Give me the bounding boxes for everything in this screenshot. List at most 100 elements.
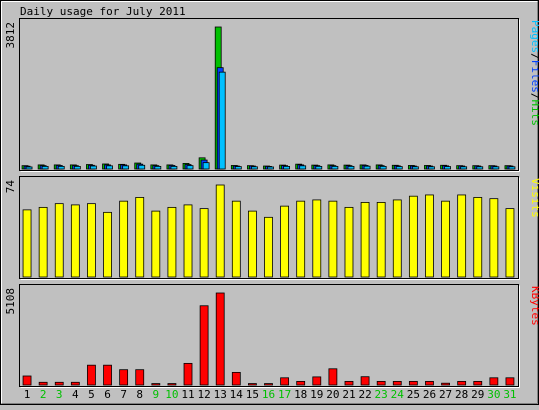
bar-visits-7	[119, 200, 129, 278]
bar-visits-17	[280, 205, 289, 278]
bar-visits-10	[167, 206, 177, 278]
bar-visits-27	[441, 200, 450, 278]
bar-kbytes-27	[441, 382, 450, 386]
bar-kbytes-5	[87, 364, 96, 386]
bar-pages-10	[170, 165, 178, 170]
bar-visits-3	[54, 203, 64, 278]
legend-part-visits-0: Visits	[529, 178, 539, 218]
bar-pages-17	[283, 165, 290, 170]
bar-pages-26	[428, 166, 435, 170]
x-tick-label-31: 31	[503, 388, 516, 401]
bar-pages-3	[57, 165, 65, 170]
bar-visits-1	[22, 209, 32, 278]
bar-visits-24	[392, 199, 402, 278]
bar-visits-2	[38, 206, 48, 278]
x-tick-label-21: 21	[342, 388, 355, 401]
bar-pages-8	[138, 164, 146, 170]
x-tick-label-8: 8	[136, 388, 143, 401]
bar-pages-21	[347, 165, 355, 170]
bar-visits-15	[248, 210, 257, 278]
bar-kbytes-9	[151, 383, 161, 386]
bar-visits-28	[457, 194, 467, 278]
bar-kbytes-21	[344, 380, 354, 386]
x-tick-label-11: 11	[181, 388, 194, 401]
x-tick-label-23: 23	[375, 388, 388, 401]
x-tick-label-22: 22	[358, 388, 371, 401]
bar-kbytes-7	[119, 369, 129, 386]
legend-part-hits-files-pages-0: Pages	[529, 20, 539, 53]
bar-pages-1	[25, 166, 33, 170]
x-tick-label-17: 17	[278, 388, 291, 401]
x-tick-label-16: 16	[262, 388, 275, 401]
bar-visits-19	[312, 199, 322, 278]
bar-kbytes-28	[457, 380, 467, 386]
x-tick-label-15: 15	[246, 388, 259, 401]
bar-pages-9	[154, 165, 162, 170]
bar-pages-5	[90, 165, 97, 170]
legend-part-hits-files-pages-2: Files	[529, 60, 539, 93]
bar-kbytes-4	[70, 381, 80, 386]
bar-kbytes-31	[505, 377, 515, 386]
bar-kbytes-10	[167, 383, 177, 386]
x-tick-label-26: 26	[423, 388, 436, 401]
bar-kbytes-6	[103, 364, 112, 386]
bar-visits-26	[425, 194, 434, 278]
y-max-label-visits: 74	[4, 180, 17, 194]
bar-visits-18	[296, 200, 306, 278]
bar-kbytes-11	[183, 362, 193, 386]
x-tick-label-7: 7	[120, 388, 127, 401]
panel-kbytes	[19, 284, 519, 387]
bar-pages-18	[299, 165, 307, 170]
legend-part-hits-files-pages-4: Hits	[529, 100, 539, 127]
bar-kbytes-25	[408, 380, 418, 386]
bar-visits-29	[473, 197, 483, 278]
bar-pages-22	[363, 165, 371, 170]
bar-pages-7	[122, 165, 130, 170]
x-tick-label-27: 27	[439, 388, 452, 401]
legend-part-kbytes-0: KBytes	[529, 286, 539, 326]
bar-kbytes-15	[248, 383, 257, 386]
x-tick-label-12: 12	[197, 388, 210, 401]
bar-kbytes-26	[425, 380, 434, 386]
bar-kbytes-29	[473, 380, 483, 386]
bar-pages-31	[508, 166, 516, 170]
legend-visits: Visits	[529, 178, 539, 218]
bar-pages-28	[460, 166, 468, 170]
legend-part-hits-files-pages-1: /	[529, 53, 539, 60]
bar-kbytes-12	[199, 305, 209, 386]
bar-kbytes-23	[376, 380, 386, 386]
x-tick-label-4: 4	[72, 388, 79, 401]
bar-kbytes-14	[231, 371, 241, 386]
bar-kbytes-19	[312, 376, 322, 386]
x-tick-label-30: 30	[487, 388, 500, 401]
y-max-label-kbytes: 5108	[4, 288, 17, 315]
x-tick-label-24: 24	[391, 388, 405, 401]
bar-pages-19	[315, 165, 323, 170]
x-tick-label-10: 10	[165, 388, 178, 401]
x-tick-label-13: 13	[214, 388, 227, 401]
bar-kbytes-16	[264, 383, 273, 386]
bar-pages-27	[444, 166, 451, 170]
x-tick-label-2: 2	[40, 388, 47, 401]
bar-kbytes-18	[296, 380, 306, 386]
x-tick-label-1: 1	[24, 388, 31, 401]
bar-visits-9	[151, 210, 161, 278]
x-tick-label-25: 25	[407, 388, 420, 401]
bar-pages-16	[267, 166, 274, 170]
x-tick-label-5: 5	[88, 388, 95, 401]
bar-visits-4	[70, 204, 80, 278]
bar-kbytes-30	[489, 377, 499, 386]
bar-pages-23	[379, 165, 387, 170]
bar-visits-13	[215, 184, 225, 278]
legend-kbytes: KBytes	[529, 286, 539, 326]
bar-kbytes-22	[360, 376, 370, 386]
x-tick-label-14: 14	[230, 388, 244, 401]
bar-kbytes-24	[392, 380, 402, 386]
bar-visits-31	[505, 208, 515, 278]
x-tick-label-3: 3	[56, 388, 63, 401]
bar-kbytes-8	[135, 369, 145, 386]
bar-pages-30	[492, 166, 500, 170]
legend-part-hits-files-pages-3: /	[529, 93, 539, 100]
